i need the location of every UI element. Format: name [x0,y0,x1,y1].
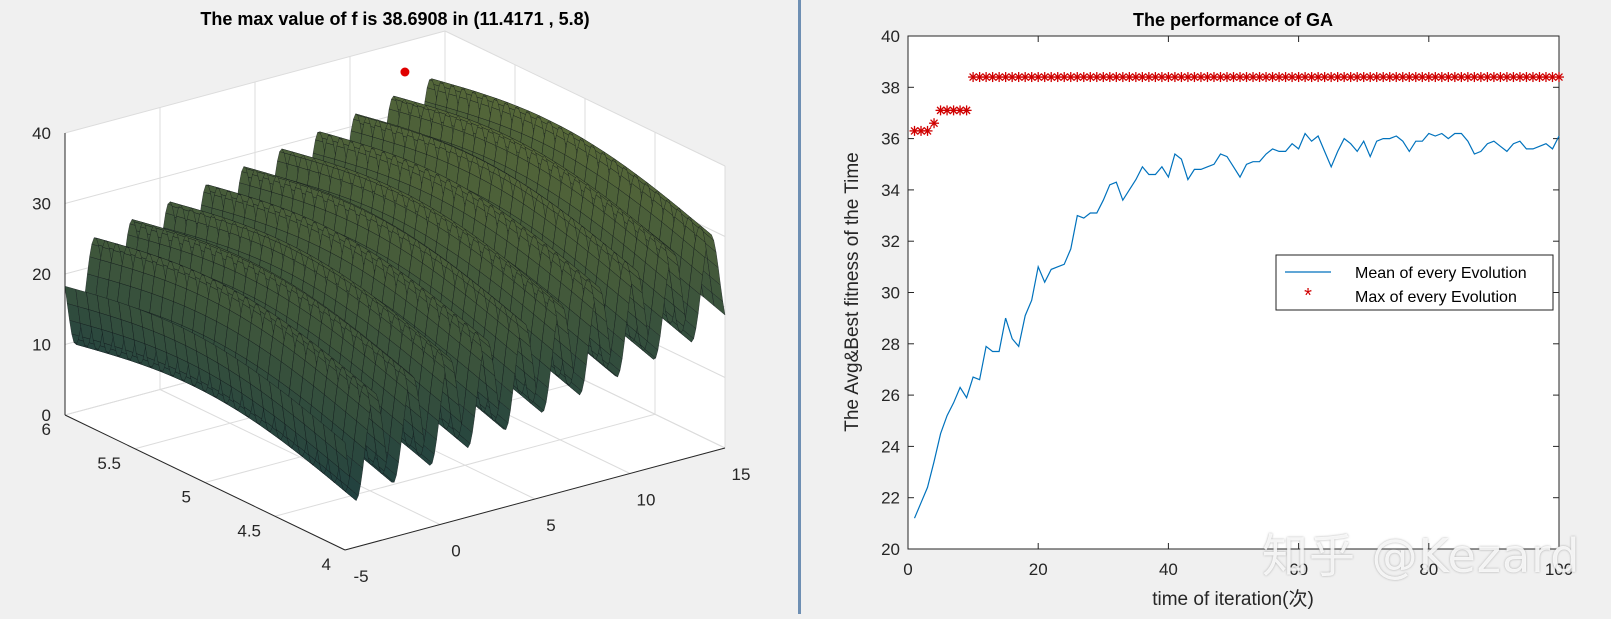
x-tick-label: 0 [903,560,912,579]
legend-mean-label: Mean of every Evolution [1355,265,1527,282]
x-tick-label: 40 [1159,560,1178,579]
max-point-marker [400,68,409,77]
y-tick-label: 32 [881,232,900,251]
y-tick-label: 36 [881,130,900,149]
x-tick-label: 15 [732,465,751,484]
legend-max-marker: * [1304,285,1312,307]
x-axis-label: time of iteration(次) [1152,588,1314,610]
y-tick-label: 28 [881,335,900,354]
y-tick-label: 5 [182,488,191,507]
y-tick-label: 40 [881,27,900,46]
y-tick-label: 20 [881,540,900,559]
y-tick-label: 30 [881,284,900,303]
z-tick-label: 0 [42,406,51,425]
z-tick-label: 30 [32,195,51,214]
y-tick-label: 22 [881,489,900,508]
y-tick-label: 4.5 [237,521,261,540]
legend: Mean of every Evolution * Max of every E… [1276,255,1553,310]
max-point [1554,72,1564,82]
legend-max-label: Max of every Evolution [1355,289,1517,306]
z-tick-label: 20 [32,265,51,284]
x-tick-label: 5 [546,516,555,535]
y-tick-label: 26 [881,386,900,405]
y-tick-label: 24 [881,437,900,456]
x-tick-label: 0 [451,542,460,561]
x-tick-label: 20 [1029,560,1048,579]
z-tick-label: 10 [32,336,51,355]
y-tick-label: 4 [322,555,331,574]
surface-plot-panel: The max value of f is 38.6908 in (11.417… [0,0,798,614]
y-axis-label: The Avg&Best fitness of the Time [842,152,863,432]
y-tick-label: 5.5 [97,454,121,473]
surface-plot-title: The max value of f is 38.6908 in (11.417… [200,9,589,29]
surface-plot: The max value of f is 38.6908 in (11.417… [0,0,798,614]
x-tick-label: 10 [637,491,656,510]
y-tick-label: 38 [881,78,900,97]
y-tick-label: 34 [881,181,900,200]
x-tick-label: -5 [353,567,368,586]
z-tick-label: 40 [32,124,51,143]
line-chart-title: The performance of GA [1133,10,1333,30]
watermark-text: 知乎 @Kezard [1262,520,1580,586]
